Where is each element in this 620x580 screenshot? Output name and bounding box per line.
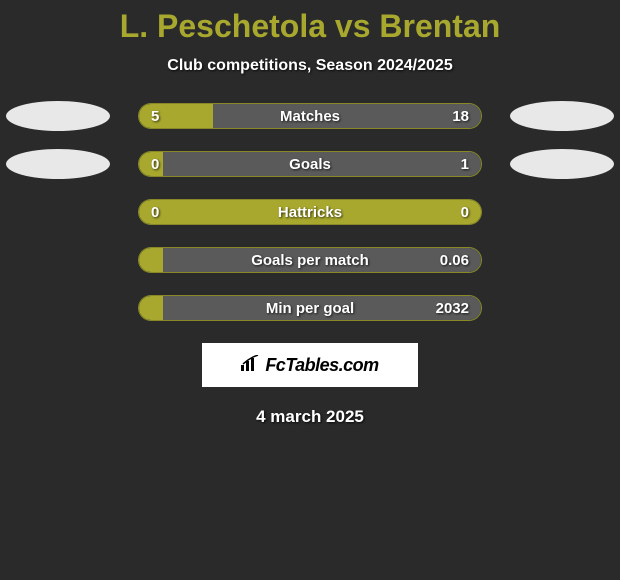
stat-row: Goals per match0.06 bbox=[0, 247, 620, 273]
subtitle: Club competitions, Season 2024/2025 bbox=[0, 57, 620, 75]
team-badge-right bbox=[510, 149, 614, 179]
logo-box: FcTables.com bbox=[202, 343, 418, 387]
team-badge-left bbox=[6, 149, 110, 179]
stat-label: Min per goal bbox=[139, 296, 481, 320]
stat-row: 0Hattricks0 bbox=[0, 199, 620, 225]
stat-row: 0Goals1 bbox=[0, 151, 620, 177]
stat-label: Matches bbox=[139, 104, 481, 128]
stat-row: 5Matches18 bbox=[0, 103, 620, 129]
team-badge-right bbox=[510, 101, 614, 131]
stat-row: Min per goal2032 bbox=[0, 295, 620, 321]
stat-label: Goals bbox=[139, 152, 481, 176]
stat-right-value: 0.06 bbox=[440, 248, 469, 272]
logo-text: FcTables.com bbox=[265, 355, 378, 376]
stat-right-value: 0 bbox=[461, 200, 469, 224]
stat-bar: 0Hattricks0 bbox=[138, 199, 482, 225]
stat-bar: Min per goal2032 bbox=[138, 295, 482, 321]
stat-bar: 5Matches18 bbox=[138, 103, 482, 129]
stat-bar: 0Goals1 bbox=[138, 151, 482, 177]
stat-right-value: 18 bbox=[452, 104, 469, 128]
page-title: L. Peschetola vs Brentan bbox=[0, 0, 620, 45]
chart-icon bbox=[241, 355, 261, 376]
date-text: 4 march 2025 bbox=[0, 407, 620, 427]
stat-bar: Goals per match0.06 bbox=[138, 247, 482, 273]
stat-label: Hattricks bbox=[139, 200, 481, 224]
stat-right-value: 2032 bbox=[436, 296, 469, 320]
stat-right-value: 1 bbox=[461, 152, 469, 176]
stats-rows: 5Matches180Goals10Hattricks0Goals per ma… bbox=[0, 103, 620, 321]
team-badge-left bbox=[6, 101, 110, 131]
stat-label: Goals per match bbox=[139, 248, 481, 272]
